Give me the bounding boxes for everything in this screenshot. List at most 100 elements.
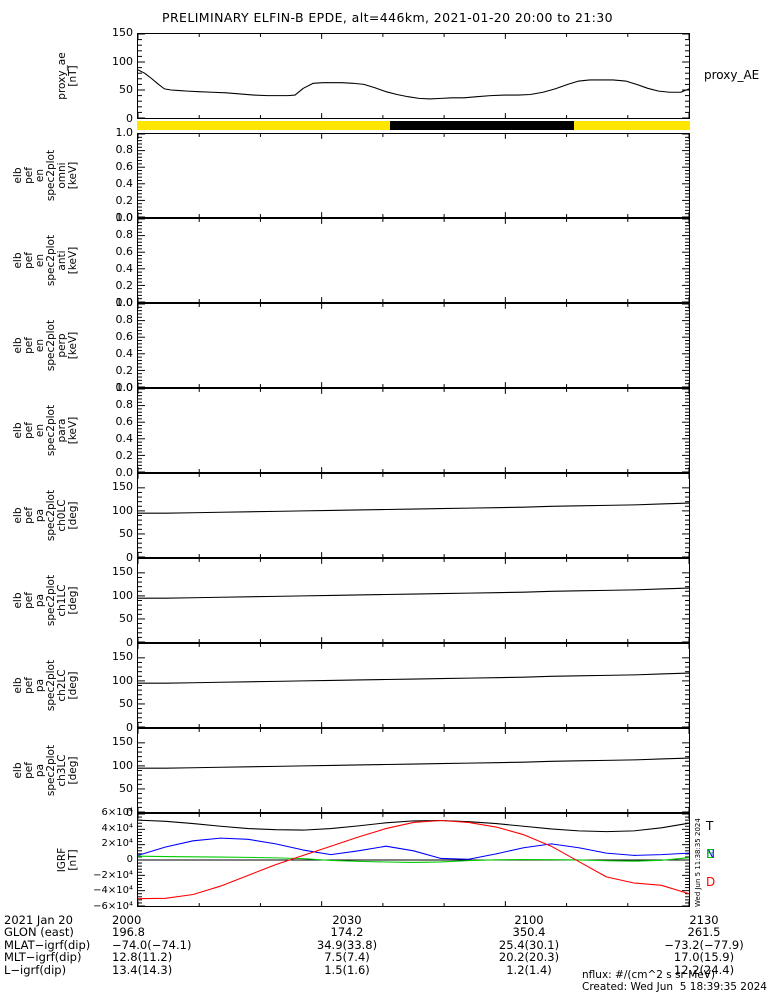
ephemeris-value: 350.4 [512, 925, 546, 940]
y-axis-title-line: [deg] [67, 501, 79, 530]
ephemeris-row-label: MLT−igrf(dip) [4, 950, 82, 965]
footer-created: Created: Wed Jun 5 18:39:35 2024 [582, 980, 767, 993]
panel-pa-ch0lc [137, 473, 690, 558]
y-axis-title-pa-ch1lc: elb pef pa spec2plot ch1LC [deg] [12, 558, 79, 643]
y-tick-label: 150 [112, 480, 133, 494]
y-tick-label: 100 [112, 503, 133, 517]
panel-en-perp [137, 303, 690, 388]
y-axis-title-pa-ch0lc: elb pef pa spec2plot ch0LC [deg] [12, 473, 79, 558]
y-tick-label: 0 [126, 721, 133, 734]
y-tick-label: 0.2 [115, 194, 134, 207]
y-tick-label: 100 [112, 54, 133, 68]
y-tick-label: 0 [126, 551, 133, 564]
series-igrf-D [138, 819, 689, 900]
ephemeris-value: 174.2 [330, 925, 364, 940]
y-tick-label: 0 [126, 636, 133, 649]
ephemeris-row-label: 2021 Jan 20 [4, 913, 73, 927]
ephemeris-value: 12.8(11.2) [112, 950, 173, 965]
y-tick-label: 6×10⁴ [101, 807, 133, 818]
panel-en-omni [137, 133, 690, 218]
series-igrf-N [138, 837, 689, 860]
y-tick-label: 0.0 [115, 381, 134, 394]
y-tick-label: 50 [119, 612, 133, 626]
y-axis-title-pa-ch2lc: elb pef pa spec2plot ch2LC [deg] [12, 643, 79, 728]
y-tick-label: 1.0 [115, 126, 134, 139]
ephemeris-row-label: MLAT−igrf(dip) [4, 937, 91, 952]
y-axis-title-line: [nT] [67, 65, 79, 87]
y-axis-title-igrf: IGRF [nT] [56, 813, 79, 907]
y-tick-label: −2×10⁴ [93, 869, 133, 881]
y-tick-label: 1.0 [115, 211, 134, 224]
y-tick-label: 0.0 [115, 466, 134, 479]
y-tick-label: 4×10⁴ [101, 822, 133, 834]
series-pa-ch2lc-ch2LC [138, 672, 689, 684]
y-axis-labels-en-anti: 0.0 0.2 0.4 0.6 0.8 1.0 [85, 212, 134, 308]
y-tick-label: 0.2 [115, 364, 134, 377]
y-axis-labels-pa-ch0lc: 0 50 100 150 [85, 473, 133, 563]
y-axis-labels-en-omni: 0.0 0.2 0.4 0.6 0.8 1.0 [85, 127, 134, 223]
panel-plot-en-omni [138, 134, 689, 217]
panel-pa-ch2lc [137, 643, 690, 728]
y-tick-label: 0.8 [115, 398, 134, 411]
y-tick-label: 150 [112, 650, 133, 664]
y-tick-label: 100 [112, 758, 133, 772]
y-axis-title-en-omni: elb pef en spec2plot omni [keV] [12, 133, 79, 218]
y-tick-label: 50 [119, 782, 133, 796]
ephemeris-value: 1.2(1.4) [506, 962, 552, 977]
ephemeris-value: 2130 [689, 913, 719, 927]
y-axis-labels-pa-ch3lc: 0 50 100 150 [85, 728, 133, 818]
y-axis-title-line: [deg] [67, 586, 79, 615]
panel-plot-pa-ch3lc [138, 729, 689, 812]
y-axis-title-en-perp: elb pef en spec2plot perp [keV] [12, 303, 79, 388]
legend-item-n: N [706, 847, 715, 861]
status-bar-segment [390, 121, 574, 130]
y-tick-label: −6×10⁴ [93, 901, 133, 912]
y-tick-label: 0.4 [115, 177, 134, 190]
series-igrf-T [138, 819, 689, 833]
y-axis-labels-en-para: 0.0 0.2 0.4 0.6 0.8 1.0 [85, 382, 134, 478]
y-tick-label: 0.8 [115, 313, 134, 326]
y-axis-title-en-para: elb pef en spec2plot para [keV] [12, 388, 79, 473]
y-tick-label: 150 [112, 26, 133, 39]
y-tick-label: 1.0 [115, 296, 134, 309]
y-tick-label: 0.8 [115, 143, 134, 156]
legend-item-d: D [706, 875, 716, 889]
legend-item-t: T [706, 819, 714, 833]
y-tick-label: 0 [126, 854, 133, 865]
y-tick-label: 0.6 [115, 330, 134, 343]
ephemeris-value: 2000 [112, 913, 142, 927]
ephemeris-value: −73.2(−77.9) [664, 937, 744, 952]
y-tick-label: 150 [112, 735, 133, 749]
panel-plot-pa-ch0lc [138, 474, 689, 557]
y-tick-label: 0.6 [115, 160, 134, 173]
ephemeris-value: 20.2(20.3) [498, 950, 560, 965]
panel-plot-en-para [138, 389, 689, 472]
y-axis-labels-pa-ch1lc: 0 50 100 150 [85, 558, 133, 648]
ephemeris-value: 17.0(15.9) [673, 950, 735, 965]
y-tick-label: −4×10⁴ [93, 885, 133, 897]
y-tick-label: 50 [119, 527, 133, 541]
panel-igrf [137, 813, 690, 907]
ephemeris-value: 1.5(1.6) [324, 962, 370, 977]
y-tick-label: 1.0 [115, 381, 134, 394]
ephemeris-row-label: GLON (east) [4, 925, 74, 940]
panel-en-para [137, 388, 690, 473]
ephemeris-value: −74.0(−74.1) [112, 937, 192, 952]
panel-plot-pa-ch1lc [138, 559, 689, 642]
ephemeris-value: 13.4(14.3) [112, 962, 173, 977]
y-tick-label: 0.6 [115, 415, 134, 428]
y-tick-label: 0.4 [115, 432, 134, 445]
y-axis-title-line: [keV] [67, 331, 79, 360]
y-tick-label: 0.8 [115, 228, 134, 241]
panel-plot-pa-ch2lc [138, 644, 689, 727]
ephemeris-value: 2100 [514, 913, 544, 927]
panel-pa-ch3lc [137, 728, 690, 813]
ephemeris-value: 7.5(7.4) [324, 950, 370, 965]
y-tick-label: 0.0 [115, 296, 134, 309]
series-pa-ch3lc-ch3LC [138, 757, 689, 769]
footer-text: nflux: #/(cm^2 s sr MeV) Created: Wed Ju… [582, 969, 767, 993]
series-pa-ch1lc-ch1LC [138, 587, 689, 599]
panel-plot-en-perp [138, 304, 689, 387]
y-axis-labels-igrf: −6×10⁴ −4×10⁴ −2×10⁴ 0 2×10⁴ 4×10⁴ 6×10⁴ [85, 808, 133, 912]
ephemeris-value: 261.5 [687, 925, 721, 940]
